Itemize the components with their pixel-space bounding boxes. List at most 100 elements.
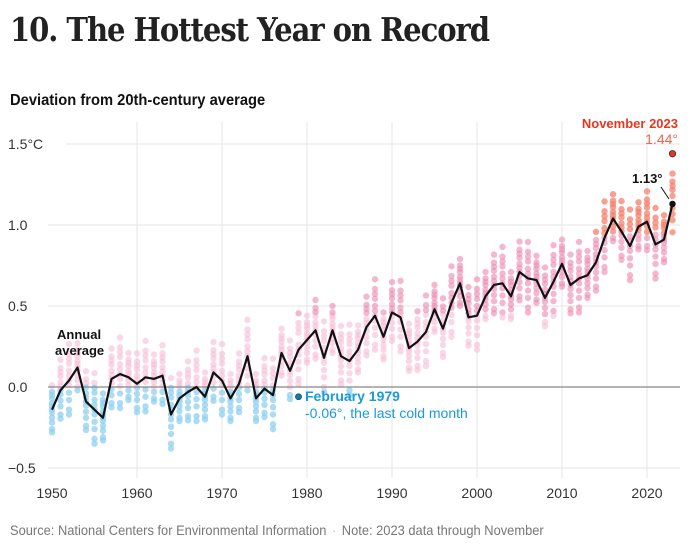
monthly-dot (252, 403, 260, 410)
monthly-dot (150, 361, 158, 368)
monthly-dot (244, 382, 251, 389)
monthly-dot (91, 411, 98, 418)
monthly-dot (371, 276, 379, 283)
monthly-dot (363, 293, 370, 300)
monthly-dot (159, 368, 166, 375)
monthly-dot (99, 396, 107, 404)
monthly-dot (65, 340, 73, 348)
monthly-dot (473, 331, 481, 339)
monthly-dot (91, 440, 98, 447)
monthly-dot (448, 311, 455, 319)
monthly-dot (397, 348, 404, 355)
monthly-dot (533, 265, 540, 272)
monthly-dot (193, 412, 200, 420)
monthly-dot (448, 289, 455, 297)
monthly-dot (125, 349, 132, 357)
monthly-dot (524, 294, 532, 302)
monthly-dot (252, 417, 260, 425)
monthly-dot (507, 301, 515, 308)
monthly-dot (218, 340, 226, 348)
monthly-dot (159, 388, 166, 396)
monthly-dot (431, 302, 438, 310)
monthly-dot (65, 350, 73, 357)
monthly-dot (592, 283, 600, 290)
monthly-dot (558, 246, 566, 253)
monthly-dot (227, 370, 234, 378)
monthly-dot (584, 254, 591, 261)
monthly-dot (482, 306, 489, 313)
monthly-dot (312, 343, 319, 350)
monthly-dot (269, 421, 277, 428)
monthly-dot (337, 369, 345, 376)
monthly-dot (380, 346, 387, 353)
monthly-dot (159, 342, 166, 349)
monthly-dot (456, 255, 464, 263)
monthly-dot (533, 259, 540, 266)
monthly-dot (176, 408, 183, 415)
monthly-dot (295, 329, 302, 336)
monthly-dot (286, 345, 294, 352)
monthly-dot (499, 309, 506, 316)
monthly-dot (91, 418, 98, 426)
monthly-dot (431, 288, 438, 295)
monthly-dot (193, 357, 200, 364)
monthly-dot (448, 263, 455, 270)
monthly-dot (388, 305, 396, 312)
monthly-dot (601, 217, 608, 225)
monthly-dot (541, 310, 549, 318)
monthly-dot (167, 445, 175, 452)
monthly-dot (626, 233, 634, 240)
record-dot-outline (668, 150, 677, 158)
monthly-dot (329, 309, 336, 316)
monthly-dot (74, 377, 81, 384)
monthly-dot (346, 362, 353, 370)
monthly-dot (465, 283, 472, 291)
monthly-dot (584, 294, 591, 302)
monthly-dot (261, 409, 268, 417)
monthly-dot (346, 321, 353, 328)
monthly-dot (601, 246, 608, 254)
annual-average-label-line1: Annual (57, 327, 101, 342)
monthly-dot (652, 246, 659, 253)
annual-2023-leader (660, 186, 670, 200)
monthly-dot (516, 297, 523, 304)
monthly-dot (193, 361, 200, 369)
monthly-dot (354, 369, 362, 376)
monthly-dot (584, 284, 591, 292)
monthly-dot (448, 282, 455, 289)
monthly-dot (592, 275, 600, 282)
monthly-dot (669, 192, 676, 200)
february-1979-label: February 1979 (305, 388, 400, 404)
monthly-dot (473, 302, 481, 310)
monthly-dot (235, 358, 243, 365)
monthly-dot (244, 372, 251, 379)
monthly-dot (346, 391, 353, 399)
monthly-dot (601, 268, 608, 276)
monthly-dot (524, 304, 532, 311)
monthly-dot (218, 355, 226, 362)
monthly-dot (397, 343, 404, 350)
monthly-dot (142, 393, 149, 400)
monthly-dot (184, 374, 192, 381)
monthly-dot (660, 259, 668, 266)
monthly-dot (516, 278, 523, 286)
monthly-dot (320, 327, 328, 335)
monthly-dot (269, 411, 277, 418)
monthly-dot (652, 224, 659, 231)
monthly-dot (388, 325, 396, 332)
monthly-dot (201, 406, 209, 413)
monthly-dot (184, 384, 192, 392)
monthly-dot (218, 411, 226, 418)
monthly-dot (414, 320, 421, 327)
monthly-dot (431, 328, 438, 336)
monthly-dot (363, 348, 370, 355)
monthly-dot (346, 348, 353, 355)
monthly-dot (116, 344, 124, 351)
monthly-dot (116, 348, 124, 356)
monthly-dot (473, 317, 481, 324)
monthly-dot (448, 277, 455, 285)
monthly-dot (601, 263, 608, 271)
monthly-dot (669, 216, 676, 224)
monthly-dot (482, 268, 489, 276)
